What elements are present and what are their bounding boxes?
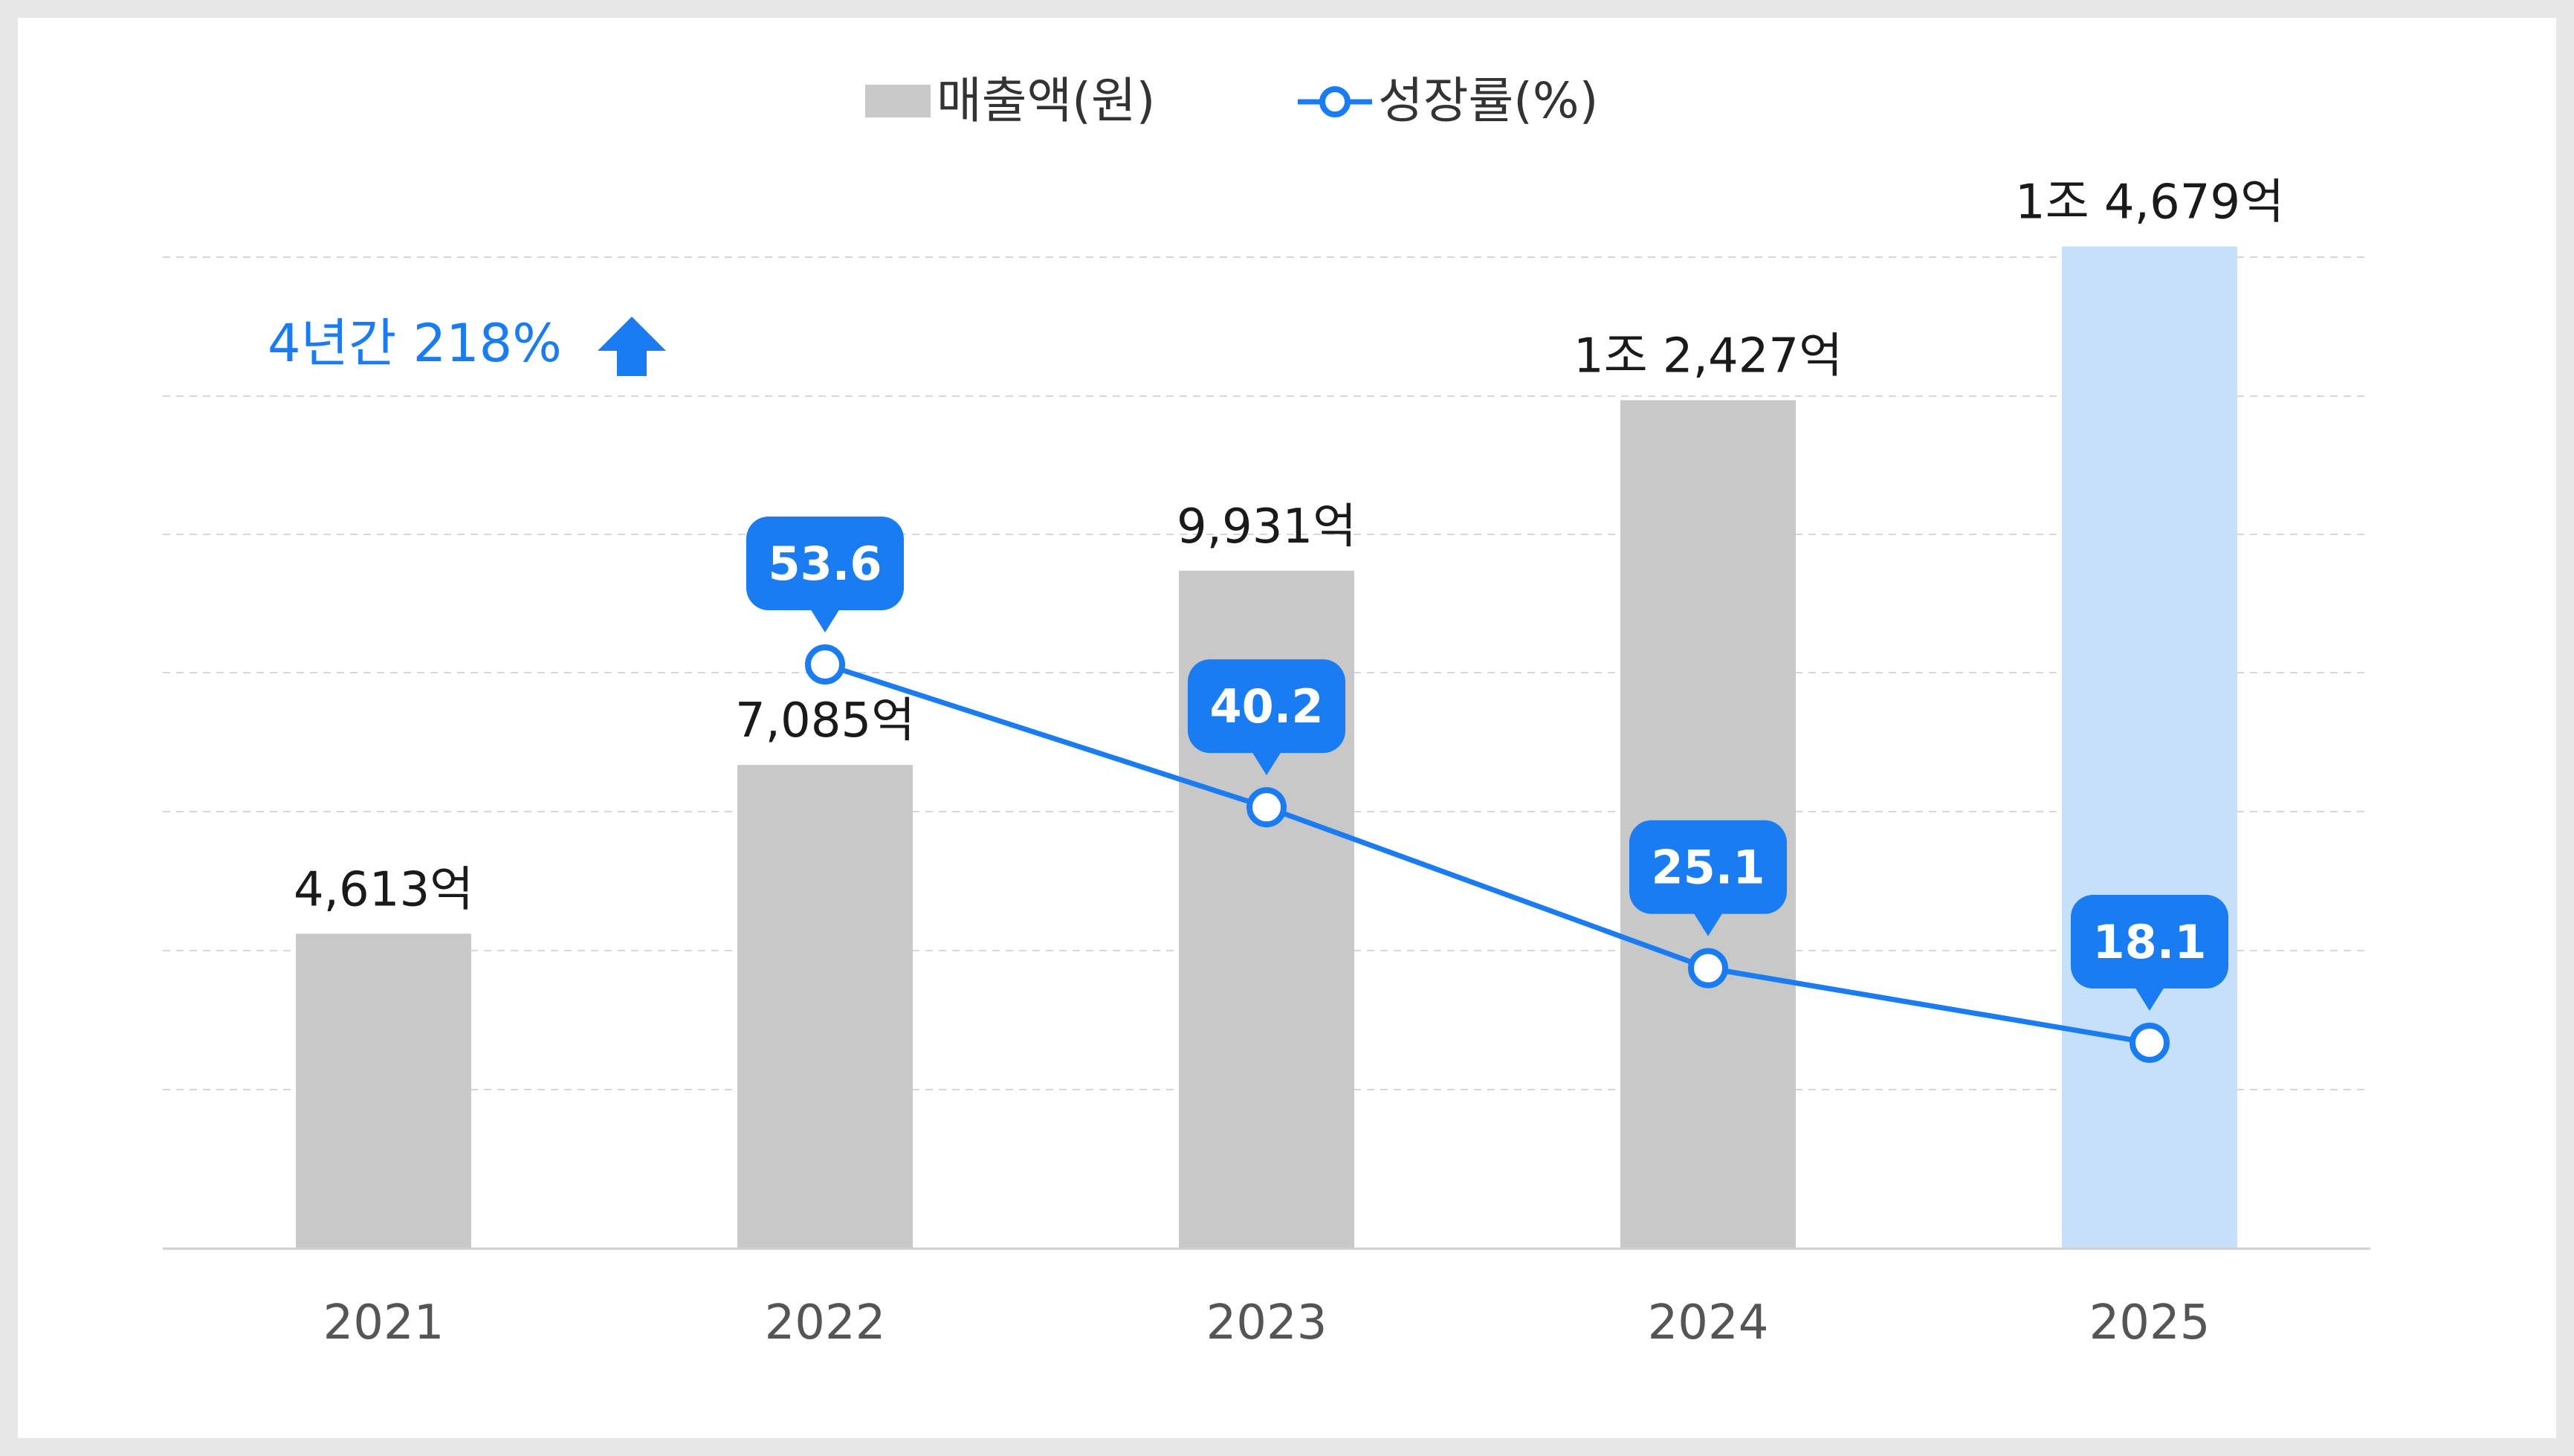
up-arrow-icon	[598, 317, 666, 376]
bar-2021	[296, 934, 471, 1249]
growth-point-2023	[1246, 787, 1287, 828]
growth-bubble-box	[2071, 895, 2228, 989]
growth-value-label-2025: 18.1	[2093, 915, 2207, 969]
growth-bubble-2025: 18.1	[2071, 895, 2228, 1011]
growth-line-path	[824, 661, 2150, 1046]
x-tick-label-2022: 2022	[765, 1295, 886, 1350]
bar-value-labels: 4,613억 7,085억 9,931억 1조 2,427억 1조 4,679억	[294, 175, 2284, 918]
growth-bubble-2024: 25.1	[1629, 820, 1787, 936]
growth-bubble-box	[1629, 820, 1787, 914]
x-tick-label-2021: 2021	[323, 1295, 444, 1350]
growth-callout: 4년간 218%	[268, 313, 666, 376]
growth-point-2022	[805, 644, 845, 685]
x-axis-ticks: 2021 2022 2023 2024 2025	[323, 1295, 2211, 1350]
legend-line-label: 성장률(%)	[1378, 72, 1598, 129]
bar-value-label-2021: 4,613억	[294, 862, 473, 917]
legend-bar-label: 매출액(원)	[937, 72, 1155, 129]
legend-line-marker	[1319, 86, 1351, 117]
chart: 2021 2022 2023 2024 2025 4,613억 7,085억 9,931억 1…	[163, 72, 2370, 1350]
growth-value-label-2022: 53.6	[769, 537, 882, 591]
bar-value-label-2025: 1조 4,679억	[2015, 175, 2284, 230]
legend: 매출액(원) 성장률(%)	[865, 72, 1598, 129]
growth-bubble-pointer	[1693, 912, 1723, 936]
growth-point-2024	[1688, 948, 1728, 989]
growth-bubble-2022: 53.6	[746, 517, 904, 632]
growth-value-label-2023: 40.2	[1210, 679, 1324, 734]
growth-callout-text: 4년간 218%	[268, 313, 562, 374]
growth-bubble-pointer	[2135, 987, 2164, 1011]
x-tick-label-2025: 2025	[2089, 1295, 2211, 1350]
bar-value-label-2023: 9,931억	[1177, 499, 1356, 554]
bar-value-label-2024: 1조 2,427억	[1574, 329, 1843, 384]
bar-2025	[2062, 246, 2237, 1249]
legend-bar-swatch	[865, 85, 931, 117]
bar-value-label-2022: 7,085억	[735, 693, 915, 748]
growth-line: 53.6 40.2 25.1 18.1	[746, 517, 2228, 1063]
growth-bubble-pointer	[810, 609, 840, 632]
growth-bubble-box	[746, 517, 904, 610]
chart-frame: 2021 2022 2023 2024 2025 4,613억 7,085억 9,931억 1…	[18, 18, 2556, 1438]
x-tick-label-2024: 2024	[1648, 1295, 1769, 1350]
growth-value-label-2024: 25.1	[1652, 841, 1765, 895]
x-tick-label-2023: 2023	[1206, 1295, 1328, 1350]
growth-point-2025	[2130, 1023, 2170, 1063]
growth-bubble-2023: 40.2	[1188, 659, 1345, 776]
growth-bubble-box	[1188, 659, 1345, 754]
growth-bubble-pointer	[1252, 751, 1281, 776]
bar-2022	[737, 765, 913, 1249]
